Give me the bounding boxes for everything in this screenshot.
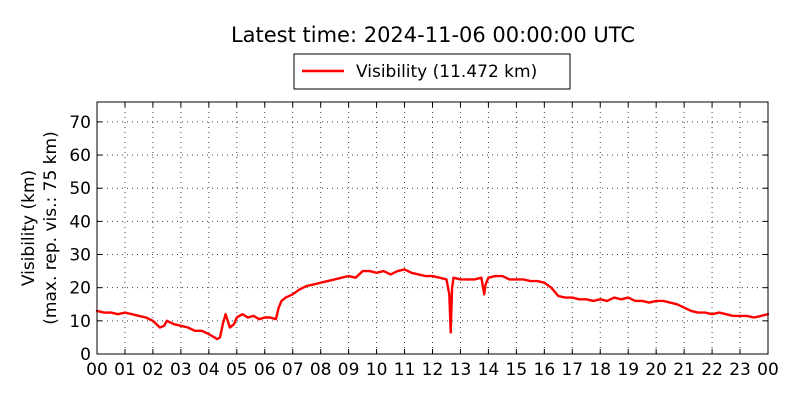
x-tick-label: 01 <box>114 360 136 380</box>
y-tick-label: 50 <box>69 179 91 199</box>
x-tick-label: 02 <box>142 360 164 380</box>
visibility-series-line <box>95 268 770 341</box>
x-tick-label: 09 <box>338 360 360 380</box>
y-tick-label: 0 <box>80 345 91 365</box>
series-layer <box>95 268 770 341</box>
y-axis-label-line1: Visibility (km) <box>19 170 39 286</box>
x-tick-label: 13 <box>450 360 472 380</box>
x-tick-label: 15 <box>506 360 528 380</box>
y-axis-label-line2: (max. rep. vis.: 75 km) <box>41 131 61 324</box>
x-tick-label: 08 <box>310 360 332 380</box>
x-tick-label: 22 <box>701 360 723 380</box>
x-tick-label: 00 <box>757 360 779 380</box>
x-tick-label: 00 <box>86 360 108 380</box>
x-tick-label: 16 <box>534 360 556 380</box>
y-axis-ticks: 0 10 20 30 40 50 60 70 <box>69 113 768 365</box>
x-tick-label: 05 <box>226 360 248 380</box>
x-tick-label: 11 <box>394 360 416 380</box>
x-tick-label: 20 <box>645 360 667 380</box>
x-tick-label: 14 <box>478 360 500 380</box>
x-tick-label: 10 <box>366 360 388 380</box>
x-tick-label: 21 <box>673 360 695 380</box>
y-tick-label: 20 <box>69 279 91 299</box>
x-tick-label: 17 <box>561 360 583 380</box>
x-tick-label: 23 <box>729 360 751 380</box>
y-tick-label: 10 <box>69 312 91 332</box>
x-axis-ticks: 00 01 02 03 04 05 06 07 08 09 10 11 12 13 14 15 16 17 18 19… <box>86 102 779 380</box>
legend: Visibility (11.472 km) <box>293 53 571 90</box>
y-tick-label: 40 <box>69 212 91 232</box>
chart-title: Latest time: 2024-11-06 00:00:00 UTC <box>231 23 635 47</box>
x-tick-label: 06 <box>254 360 276 380</box>
grid <box>97 102 768 354</box>
x-tick-label: 07 <box>282 360 304 380</box>
y-tick-label: 30 <box>69 246 91 266</box>
y-tick-label: 60 <box>69 146 91 166</box>
y-tick-label: 70 <box>69 113 91 133</box>
x-tick-label: 04 <box>198 360 220 380</box>
x-tick-label: 18 <box>589 360 611 380</box>
x-tick-label: 19 <box>617 360 639 380</box>
legend-label: Visibility (11.472 km) <box>356 62 537 82</box>
x-tick-label: 03 <box>170 360 192 380</box>
x-tick-label: 12 <box>422 360 444 380</box>
